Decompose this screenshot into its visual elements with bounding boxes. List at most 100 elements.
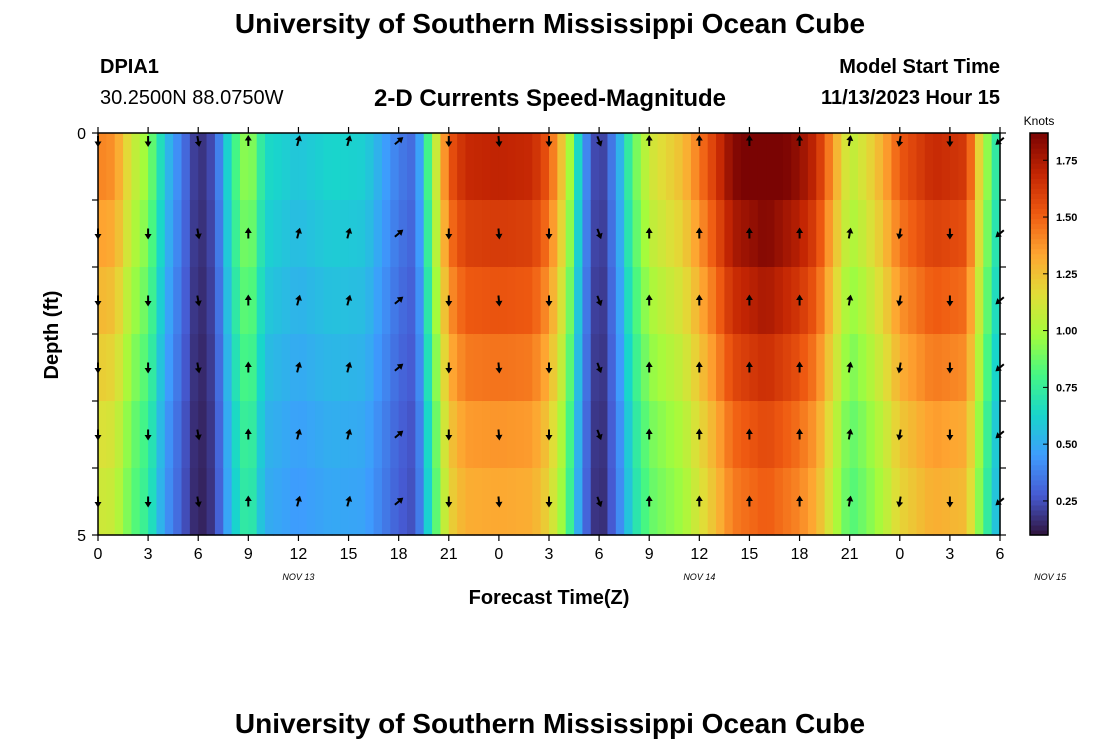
heatmap-cell: [791, 334, 801, 402]
heatmap-cell: [432, 200, 442, 268]
heatmap-cell: [866, 334, 876, 402]
heatmap-cell: [908, 468, 918, 536]
heatmap-cell: [490, 200, 500, 268]
heatmap-cell: [732, 401, 742, 469]
heatmap-cell: [331, 133, 341, 201]
heatmap-cell: [189, 133, 199, 201]
heatmap-cell: [782, 267, 792, 335]
heatmap-cell: [214, 334, 224, 402]
heatmap-cell: [281, 133, 291, 201]
heatmap-cell: [273, 133, 283, 201]
heatmap-cell: [290, 133, 300, 201]
heatmap-cell: [206, 401, 216, 469]
heatmap-cell: [766, 267, 776, 335]
heatmap-cell: [690, 133, 700, 201]
heatmap-cell: [423, 200, 433, 268]
heatmap-cell: [457, 401, 467, 469]
current-arrow: [595, 135, 603, 147]
current-arrow: [144, 295, 152, 307]
colorbar-segment: [1030, 339, 1048, 345]
heatmap-cell: [198, 401, 208, 469]
x-tick-label: 3: [945, 546, 954, 563]
heatmap-cell: [231, 267, 241, 335]
heatmap-cell: [707, 267, 717, 335]
heatmap-cell: [741, 334, 751, 402]
heatmap-cell: [381, 468, 391, 536]
heatmap-cell: [323, 200, 333, 268]
heatmap-cell: [841, 267, 851, 335]
current-arrow: [645, 428, 653, 440]
heatmap-cell: [206, 334, 216, 402]
heatmap-cell: [148, 468, 158, 536]
heatmap-cell: [290, 334, 300, 402]
current-arrow: [695, 227, 703, 239]
heatmap-cell: [849, 468, 859, 536]
heatmap-cell: [239, 334, 249, 402]
heatmap-cell: [457, 468, 467, 536]
heatmap-cell: [716, 401, 725, 469]
colorbar-segment: [1030, 384, 1048, 390]
colorbar-segment: [1030, 349, 1048, 355]
heatmap-cell: [599, 200, 609, 268]
heatmap-cell: [473, 200, 483, 268]
heatmap-cell: [632, 200, 642, 268]
heatmap-cell: [908, 401, 918, 469]
heatmap-cell: [874, 401, 884, 469]
heatmap-cell: [874, 133, 884, 201]
heatmap-cell: [933, 401, 943, 469]
heatmap-cell: [807, 334, 817, 402]
heatmap-cell: [148, 267, 158, 335]
heatmap-cell: [131, 267, 141, 335]
heatmap-cell: [265, 468, 274, 536]
heatmap-cell: [757, 200, 767, 268]
heatmap-cell: [674, 401, 684, 469]
heatmap-cell: [106, 133, 116, 201]
colorbar-segment: [1030, 444, 1048, 451]
current-arrow: [946, 136, 954, 147]
colorbar-tick-label: 0.50: [1056, 439, 1077, 451]
heatmap-cell: [465, 468, 475, 536]
heatmap-cell: [958, 133, 968, 201]
heatmap-cell: [473, 334, 483, 402]
heatmap-cell: [958, 267, 968, 335]
heatmap-cell: [181, 334, 191, 402]
colorbar-segment: [1030, 203, 1048, 209]
heatmap-cell: [799, 468, 809, 536]
heatmap-cell: [173, 200, 183, 268]
heatmap-cell: [498, 133, 508, 201]
heatmap-cell: [615, 133, 625, 201]
heatmap-cell: [398, 334, 408, 402]
heatmap-cell: [398, 200, 408, 268]
heatmap-cell: [974, 267, 984, 335]
heatmap-cell: [707, 401, 717, 469]
heatmap-cell: [540, 267, 550, 335]
heatmap-cell: [181, 401, 191, 469]
heatmap-cell: [599, 468, 609, 536]
heatmap-cell: [724, 334, 734, 402]
heatmap-cell: [164, 334, 174, 402]
heatmap-cell: [181, 133, 191, 201]
colorbar-segment: [1030, 404, 1048, 410]
heatmap-cell: [106, 401, 116, 469]
main-title: University of Southern Mississippi Ocean…: [234, 8, 866, 39]
heatmap-cell: [173, 267, 183, 335]
heatmap-cell: [315, 468, 325, 536]
heatmap-cell: [590, 401, 600, 469]
current-arrow: [846, 428, 854, 440]
heatmap-cell: [248, 334, 258, 402]
heatmap-cell: [582, 200, 592, 268]
heatmap-cell: [407, 468, 416, 536]
colorbar-segment: [1030, 258, 1048, 265]
heatmap-cell: [239, 468, 249, 536]
heatmap-cell: [507, 468, 517, 536]
heatmap-cell: [223, 133, 233, 201]
heatmap-cell: [306, 468, 316, 536]
current-arrow: [896, 429, 904, 441]
current-arrow: [695, 361, 703, 373]
heatmap-cell: [482, 133, 492, 201]
current-arrow: [846, 294, 854, 306]
colorbar-tick-label: 1.75: [1056, 155, 1077, 167]
colorbar-segment: [1030, 268, 1048, 275]
heatmap-cell: [941, 267, 951, 335]
heatmap-cell: [732, 200, 742, 268]
